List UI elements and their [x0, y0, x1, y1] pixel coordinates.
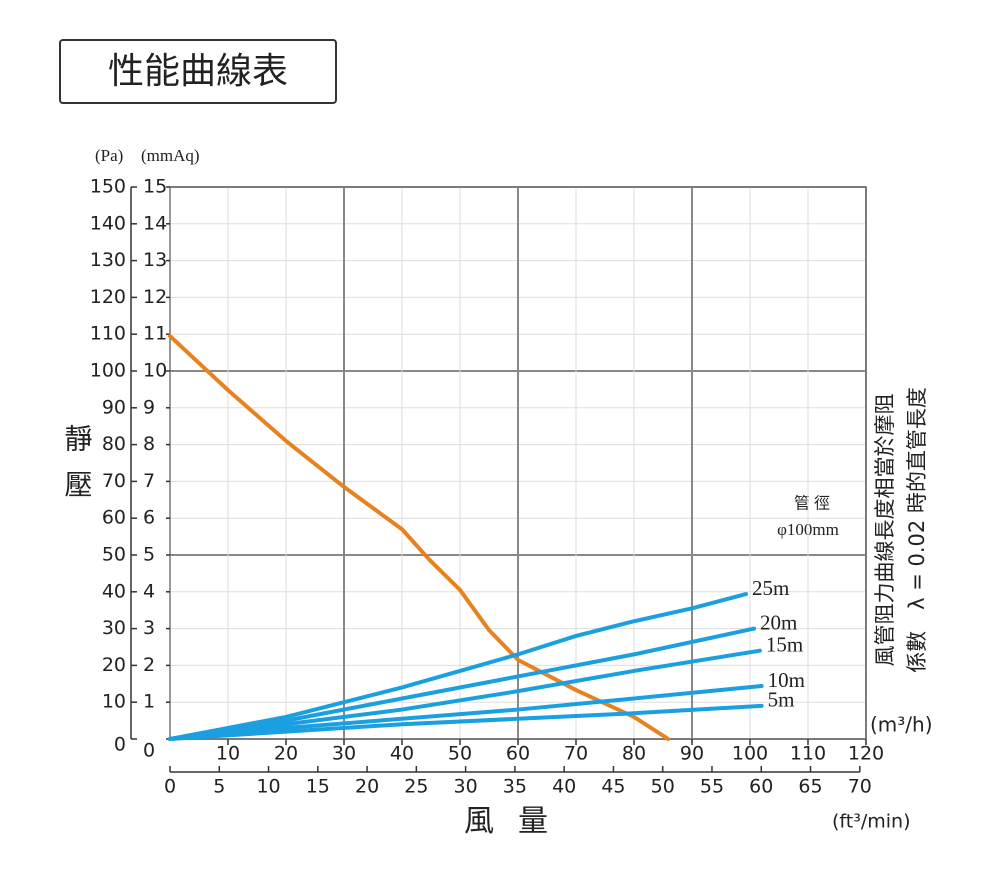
y2-tick-label: 12: [143, 286, 167, 308]
y-tick-label: 110: [90, 323, 126, 345]
curve: [168, 626, 757, 741]
note-line: 風管阻力曲線長度相當於摩阻: [873, 394, 897, 667]
x-tick-label: 110: [790, 743, 826, 765]
x-tick-label: 60: [506, 743, 530, 765]
y2-tick-label: 15: [143, 176, 167, 198]
y2-tick-label: 0: [143, 740, 155, 762]
y2-tick-label: 7: [143, 470, 155, 492]
y2-tick-label: 14: [143, 212, 167, 234]
y-tick-label: 60: [102, 507, 126, 529]
y2-tick-label: 10: [143, 360, 167, 382]
x2-tick-label: 10: [256, 776, 280, 798]
series-label: 25m: [752, 576, 789, 600]
series-label: 20m: [760, 610, 797, 634]
x-tick-label: 120: [848, 743, 884, 765]
x-title: 風量: [464, 805, 572, 838]
y-tick-label: 150: [90, 176, 126, 198]
x-tick-label: 50: [448, 743, 472, 765]
y-tick-label: 120: [90, 286, 126, 308]
x-tick-label: 100: [732, 743, 768, 765]
x2-tick-label: 25: [404, 776, 428, 798]
x2-tick-label: 35: [503, 776, 527, 798]
x-unit: (m³/h): [870, 713, 933, 737]
x2-tick-label: 15: [306, 776, 330, 798]
note-line: 係數 λ = 0.02 時的直管長度: [905, 387, 929, 673]
x2-tick-label: 70: [848, 776, 872, 798]
y2-tick-label: 3: [143, 617, 155, 639]
x-tick-label: 80: [622, 743, 646, 765]
y2-tick-label: 5: [143, 544, 155, 566]
y-tick-label: 20: [102, 654, 126, 676]
x2-tick-label: 60: [749, 776, 773, 798]
x-tick-label: 30: [332, 743, 356, 765]
y-title: 靜壓: [61, 424, 93, 516]
y2-tick-label: 4: [143, 580, 155, 602]
y-tick-label: 0: [114, 734, 126, 756]
y2-tick-label: 13: [143, 249, 167, 271]
y-tick-label: 90: [102, 396, 126, 418]
y2-tick-label: 11: [143, 323, 167, 345]
y-unit: (Pa): [95, 146, 123, 165]
x2-tick-label: 65: [798, 776, 822, 798]
y-tick-label: 70: [102, 470, 126, 492]
curve: [168, 684, 764, 741]
y-tick-label: 130: [90, 249, 126, 271]
x2-tick-label: 45: [601, 776, 625, 798]
x-tick-label: 90: [680, 743, 704, 765]
x-tick-label: 40: [390, 743, 414, 765]
y2-tick-label: 9: [143, 396, 155, 418]
y2-tick-label: 6: [143, 507, 155, 529]
x2-tick-label: 30: [454, 776, 478, 798]
y-tick-label: 140: [90, 212, 126, 234]
curve: [168, 592, 748, 741]
y-tick-label: 40: [102, 580, 126, 602]
curve: [168, 648, 762, 741]
series-label: 10m: [768, 668, 805, 692]
title-box: [59, 39, 337, 104]
y-tick-label: 80: [102, 433, 126, 455]
x2-tick-label: 5: [213, 776, 225, 798]
chart-title: 性能曲線表: [108, 51, 288, 92]
x2-tick-label: 40: [552, 776, 576, 798]
x2-tick-label: 20: [355, 776, 379, 798]
curve: [168, 703, 764, 741]
x2-tick-label: 0: [164, 776, 176, 798]
series-label: 15m: [766, 632, 803, 656]
y2-tick-label: 8: [143, 433, 155, 455]
y-tick-label: 10: [102, 691, 126, 713]
y-tick-label: 30: [102, 617, 126, 639]
series-label: 5m: [768, 688, 795, 712]
curve: [168, 334, 671, 741]
y2-unit: (mmAq): [141, 146, 200, 165]
x-tick-label: 70: [564, 743, 588, 765]
y2-tick-label: 1: [143, 691, 155, 713]
duct-label: 管 徑: [794, 495, 830, 513]
y-tick-label: 50: [102, 544, 126, 566]
y2-tick-label: 2: [143, 654, 155, 676]
x-tick-label: 10: [216, 743, 240, 765]
x2-tick-label: 50: [651, 776, 675, 798]
y-tick-label: 100: [90, 360, 126, 382]
x-tick-label: 20: [274, 743, 298, 765]
x2-tick-label: 55: [700, 776, 724, 798]
x2-unit: (ft³/min): [832, 811, 910, 833]
